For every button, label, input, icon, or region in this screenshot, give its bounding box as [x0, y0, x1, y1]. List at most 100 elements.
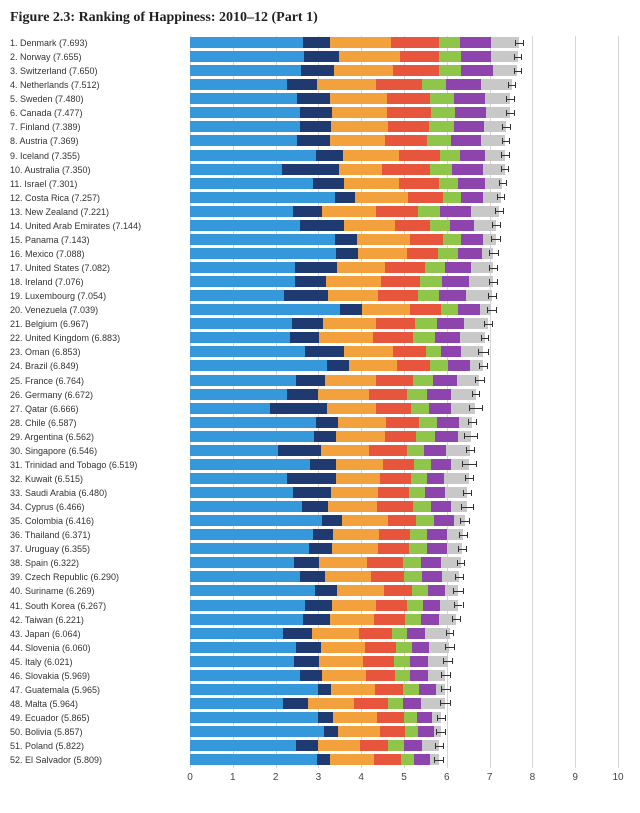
bar-segment	[454, 121, 485, 132]
bar-segment	[190, 178, 313, 189]
bar	[190, 726, 618, 737]
bar	[190, 332, 618, 343]
error-cap	[506, 110, 507, 116]
error-bar	[434, 760, 443, 761]
bar	[190, 628, 618, 639]
bar-segment	[292, 318, 323, 329]
error-bar	[452, 619, 460, 620]
bar-segment	[388, 121, 430, 132]
table-row: 43. Japan (6.064)	[10, 627, 618, 641]
bar-segment	[399, 150, 439, 161]
bar-segment	[293, 206, 321, 217]
bar	[190, 459, 618, 470]
error-bar	[479, 366, 488, 367]
error-cap	[472, 391, 473, 397]
table-row: 22. United Kingdom (6.883)	[10, 331, 618, 345]
bar-segment	[190, 642, 296, 653]
bar-segment	[418, 290, 440, 301]
bar-segment	[404, 571, 422, 582]
bar-segment	[407, 628, 425, 639]
bar	[190, 557, 618, 568]
error-bar	[436, 732, 445, 733]
bar-segment	[388, 515, 417, 526]
error-cap	[508, 82, 509, 88]
error-cap	[471, 490, 472, 496]
error-cap	[500, 222, 501, 228]
bar-segment	[359, 628, 392, 639]
bar-segment	[322, 206, 377, 217]
bar-segment	[314, 431, 336, 442]
row-label: 38. Spain (6.322)	[10, 556, 186, 570]
bar-segment	[360, 740, 389, 751]
error-bar	[489, 268, 497, 269]
table-row: 17. United States (7.082)	[10, 261, 618, 275]
bar-segment	[305, 346, 345, 357]
bar-segment	[374, 614, 405, 625]
row-label: 47. Guatemala (5.965)	[10, 683, 186, 697]
bar-segment	[376, 375, 414, 386]
bar-segment	[335, 234, 357, 245]
bar-segment	[376, 79, 422, 90]
error-bar	[469, 408, 482, 409]
bar-segment	[439, 178, 459, 189]
error-cap	[465, 475, 466, 481]
error-cap	[450, 686, 451, 692]
table-row: 8. Austria (7.369)	[10, 134, 618, 148]
bar-segment	[319, 332, 373, 343]
bar-segment	[295, 276, 326, 287]
bar	[190, 304, 618, 315]
error-cap	[435, 743, 436, 749]
error-cap	[509, 138, 510, 144]
error-cap	[508, 166, 509, 172]
table-row: 26. Germany (6.672)	[10, 388, 618, 402]
bar-segment	[294, 656, 318, 667]
error-bar	[462, 464, 476, 465]
table-row: 12. Costa Rica (7.257)	[10, 191, 618, 205]
error-bar	[446, 633, 454, 634]
error-bar	[501, 169, 509, 170]
table-row: 49. Ecuador (5.865)	[10, 711, 618, 725]
bar-segment	[310, 459, 337, 470]
bar-segment	[439, 290, 465, 301]
x-tick: 10	[612, 772, 623, 783]
bar-segment	[315, 585, 337, 596]
bar-segment	[190, 37, 303, 48]
table-row: 5. Sweden (7.480)	[10, 92, 618, 106]
bar-segment	[385, 431, 416, 442]
bar-segment	[391, 37, 439, 48]
table-row: 24. Brazil (6.849)	[10, 359, 618, 373]
error-bar	[497, 197, 505, 198]
error-cap	[489, 265, 490, 271]
bar-segment	[317, 79, 376, 90]
bar-segment	[379, 529, 410, 540]
bar-segment	[354, 698, 387, 709]
bar-segment	[336, 431, 385, 442]
error-cap	[503, 208, 504, 214]
bar-segment	[443, 192, 461, 203]
error-cap	[481, 335, 482, 341]
error-cap	[443, 743, 444, 749]
bar-segment	[407, 445, 425, 456]
error-cap	[463, 588, 464, 594]
table-row: 30. Singapore (6.546)	[10, 444, 618, 458]
row-label: 44. Slovenia (6.060)	[10, 641, 186, 655]
bar-segment	[411, 473, 426, 484]
bar	[190, 600, 618, 611]
bar-segment	[393, 65, 439, 76]
bar-segment	[334, 65, 393, 76]
x-tick: 6	[444, 772, 450, 783]
bar-segment	[430, 164, 452, 175]
bar-segment	[190, 332, 290, 343]
error-cap	[504, 194, 505, 200]
bar-segment	[297, 93, 330, 104]
error-cap	[468, 419, 469, 425]
error-cap	[501, 166, 502, 172]
table-row: 6. Canada (7.477)	[10, 106, 618, 120]
row-label: 32. Kuwait (6.515)	[10, 472, 186, 486]
bar	[190, 360, 618, 371]
bar-segment	[434, 515, 454, 526]
bar-segment	[399, 178, 439, 189]
error-cap	[469, 518, 470, 524]
bar-segment	[190, 529, 313, 540]
bar-segment	[416, 515, 434, 526]
